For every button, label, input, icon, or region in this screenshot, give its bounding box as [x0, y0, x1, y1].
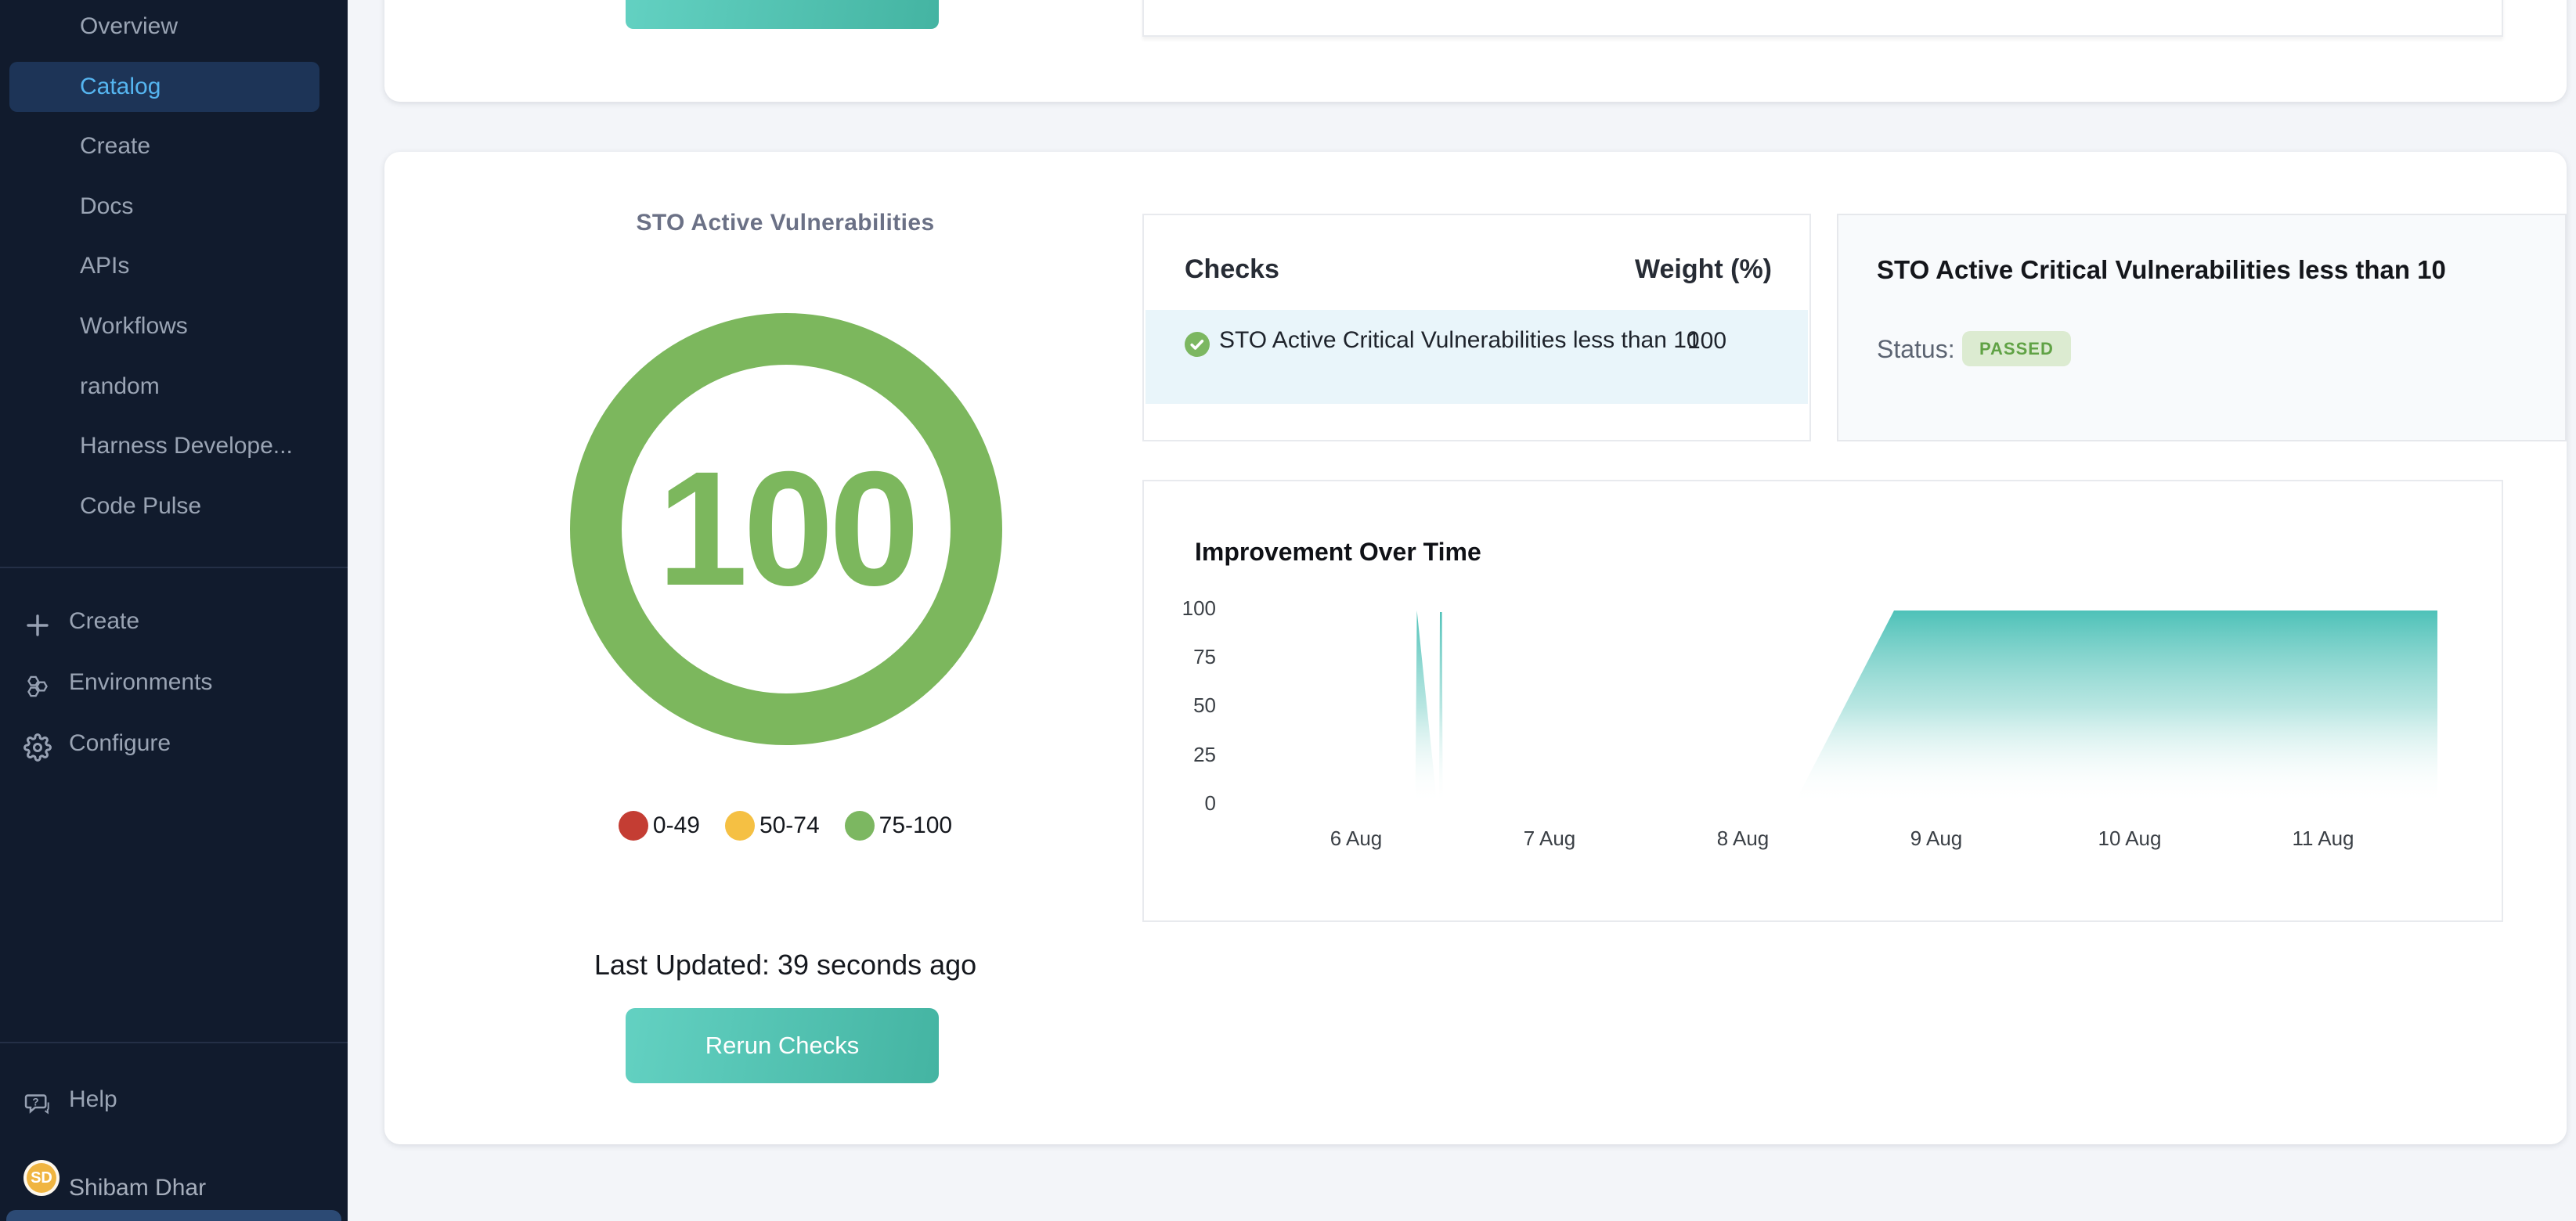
y-tick: 50 [1193, 693, 1216, 718]
legend-dot-green [844, 811, 875, 841]
chart-panel-partial [1142, 0, 2503, 37]
sidebar-action-label: Configure [69, 730, 171, 756]
sidebar: Overview Catalog Create Docs APIs Workfl… [0, 0, 348, 1221]
scorecard-title: STO Active Vulnerabilities [636, 210, 935, 236]
improvement-chart-panel: Improvement Over Time 100 75 50 25 0 6 A… [1142, 480, 2503, 922]
sidebar-action-create[interactable]: Create [0, 596, 348, 647]
checks-panel: Checks Weight (%) STO Active Critical Vu… [1142, 214, 1811, 441]
sidebar-item-docs[interactable]: Docs [80, 193, 134, 219]
weight-header: Weight (%) [1634, 254, 1772, 284]
y-tick: 100 [1182, 596, 1216, 620]
y-tick: 0 [1204, 791, 1216, 815]
check-passed-icon [1185, 332, 1210, 357]
x-tick: 10 Aug [2098, 827, 2162, 850]
score-gauge-ring [570, 313, 1002, 745]
sidebar-item-harness-developer[interactable]: Harness Develope... [80, 433, 293, 459]
legend-label: 0-49 [652, 812, 700, 838]
x-tick: 6 Aug [1329, 827, 1383, 850]
sidebar-item-workflows[interactable]: Workflows [80, 313, 188, 339]
y-tick: 25 [1193, 742, 1216, 766]
score-legend: 0-49 50-74 75-100 [472, 811, 1099, 841]
sidebar-bottom-strip [6, 1210, 341, 1221]
x-tick: 11 Aug [2292, 827, 2354, 850]
legend-label: 50-74 [759, 812, 820, 838]
rerun-checks-button[interactable]: Rerun Checks [626, 1008, 939, 1083]
scorecard-card: STO Active Vulnerabilities 100 0-49 50-7… [384, 152, 2567, 1144]
sidebar-action-configure[interactable]: Configure [0, 719, 348, 769]
last-updated-text: Last Updated: 39 seconds ago [593, 949, 977, 981]
x-tick: 7 Aug [1523, 827, 1576, 850]
user-menu[interactable]: SD Shibam Dhar [0, 1160, 348, 1213]
sidebar-divider-top [0, 567, 348, 568]
score-value: 100 [657, 438, 919, 620]
legend-item-low: 0-49 [618, 811, 700, 841]
x-tick: 8 Aug [1716, 827, 1770, 850]
plus-icon [23, 607, 52, 636]
avatar: SD [23, 1160, 60, 1196]
sidebar-action-label: Create [69, 608, 140, 634]
status-badge: PASSED [1962, 331, 2071, 366]
user-name: Shibam Dhar [69, 1175, 207, 1201]
sidebar-help-label: Help [69, 1086, 117, 1112]
improvement-area-chart [1415, 610, 2437, 801]
sidebar-item-random[interactable]: random [80, 373, 160, 399]
sidebar-item-create[interactable]: Create [80, 133, 151, 160]
rerun-checks-button-partial[interactable] [626, 0, 939, 30]
sidebar-action-environments[interactable]: Environments [0, 657, 348, 708]
scorecard-card-above [384, 0, 2567, 102]
checks-header: Checks [1185, 254, 1279, 284]
check-detail-panel: STO Active Critical Vulnerabilities less… [1837, 214, 2567, 441]
sidebar-item-catalog[interactable]: Catalog [9, 61, 319, 112]
svg-text:?: ? [32, 1096, 38, 1108]
gear-icon [23, 729, 52, 762]
environments-icon [23, 668, 52, 697]
chart-title: Improvement Over Time [1195, 538, 1481, 566]
legend-item-high: 75-100 [844, 811, 953, 841]
check-row[interactable]: STO Active Critical Vulnerabilities less… [1145, 310, 1808, 404]
status-label: Status: [1877, 335, 1955, 363]
legend-dot-red [618, 811, 648, 841]
legend-label: 75-100 [879, 812, 953, 838]
check-detail-title: STO Active Critical Vulnerabilities less… [1877, 255, 2446, 284]
help-icon: ? [23, 1086, 52, 1115]
sidebar-item-overview[interactable]: Overview [80, 13, 179, 39]
sidebar-action-label: Environments [69, 669, 213, 695]
y-tick: 75 [1193, 645, 1216, 668]
check-weight: 100 [1687, 328, 1727, 354]
score-gauge: 100 [567, 310, 1005, 748]
legend-dot-yellow [724, 811, 755, 841]
legend-item-medium: 50-74 [724, 811, 820, 841]
x-tick: 9 Aug [1910, 827, 1963, 850]
check-name: STO Active Critical Vulnerabilities less… [1219, 327, 1700, 353]
sidebar-divider-bottom [0, 1042, 348, 1043]
sidebar-item-code-pulse[interactable]: Code Pulse [80, 492, 202, 519]
sidebar-help[interactable]: ? Help [0, 1075, 348, 1125]
sidebar-item-apis[interactable]: APIs [80, 253, 130, 279]
